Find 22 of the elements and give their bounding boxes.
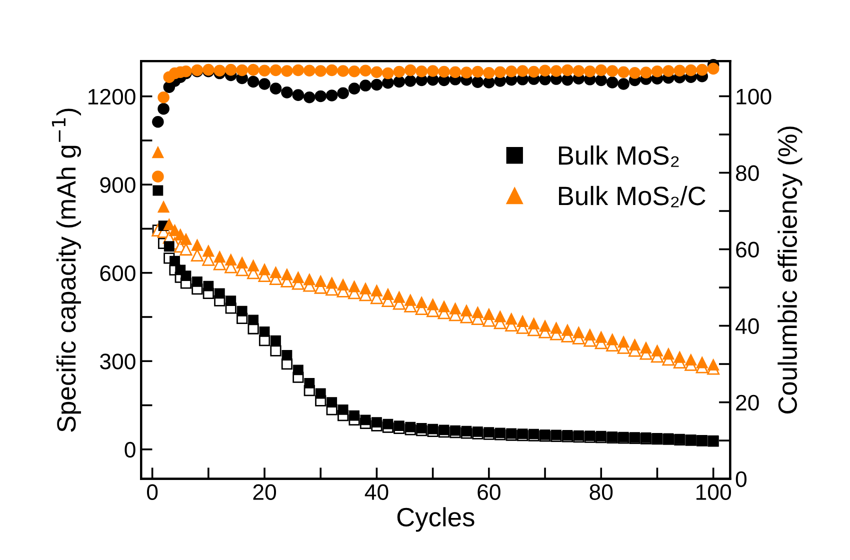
legend-label: Bulk MoS₂ bbox=[559, 145, 679, 167]
y-tick-label: 300 bbox=[100, 354, 136, 370]
y-tick-label: 0 bbox=[124, 442, 136, 458]
x-tick-label: 20 bbox=[253, 484, 276, 500]
x-tick-label: 60 bbox=[478, 484, 500, 500]
y2-tick-label: 40 bbox=[736, 318, 759, 334]
y2-tick-label: 20 bbox=[736, 394, 759, 411]
x-tick-label: 80 bbox=[590, 484, 613, 500]
y2-tick-label: 80 bbox=[736, 165, 759, 182]
y-tick-label: 900 bbox=[100, 177, 136, 193]
x-axis-title: Cycles bbox=[397, 507, 474, 532]
y2-tick-label: 0 bbox=[736, 471, 746, 488]
y-tick-label: 1200 bbox=[88, 88, 136, 105]
y-tick-label: 600 bbox=[100, 265, 136, 282]
y2-tick-label: 60 bbox=[736, 242, 759, 258]
x-tick-label: 0 bbox=[147, 484, 158, 500]
legend-label: Bulk MoS₂/C bbox=[559, 186, 706, 208]
x-tick-label: 40 bbox=[364, 484, 388, 500]
y2-axis-title: Coulumbic efficiency (%) bbox=[778, 126, 802, 414]
y-axis-title: Specific capacity (mAh g$^{−1}$) bbox=[52, 108, 82, 432]
y2-tick-label: 100 bbox=[736, 88, 772, 105]
x-tick-label: 100 bbox=[696, 484, 731, 500]
